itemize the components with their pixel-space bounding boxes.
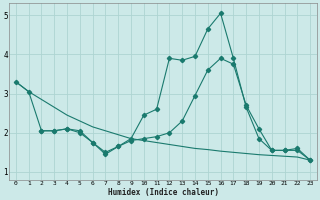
X-axis label: Humidex (Indice chaleur): Humidex (Indice chaleur) — [108, 188, 219, 197]
